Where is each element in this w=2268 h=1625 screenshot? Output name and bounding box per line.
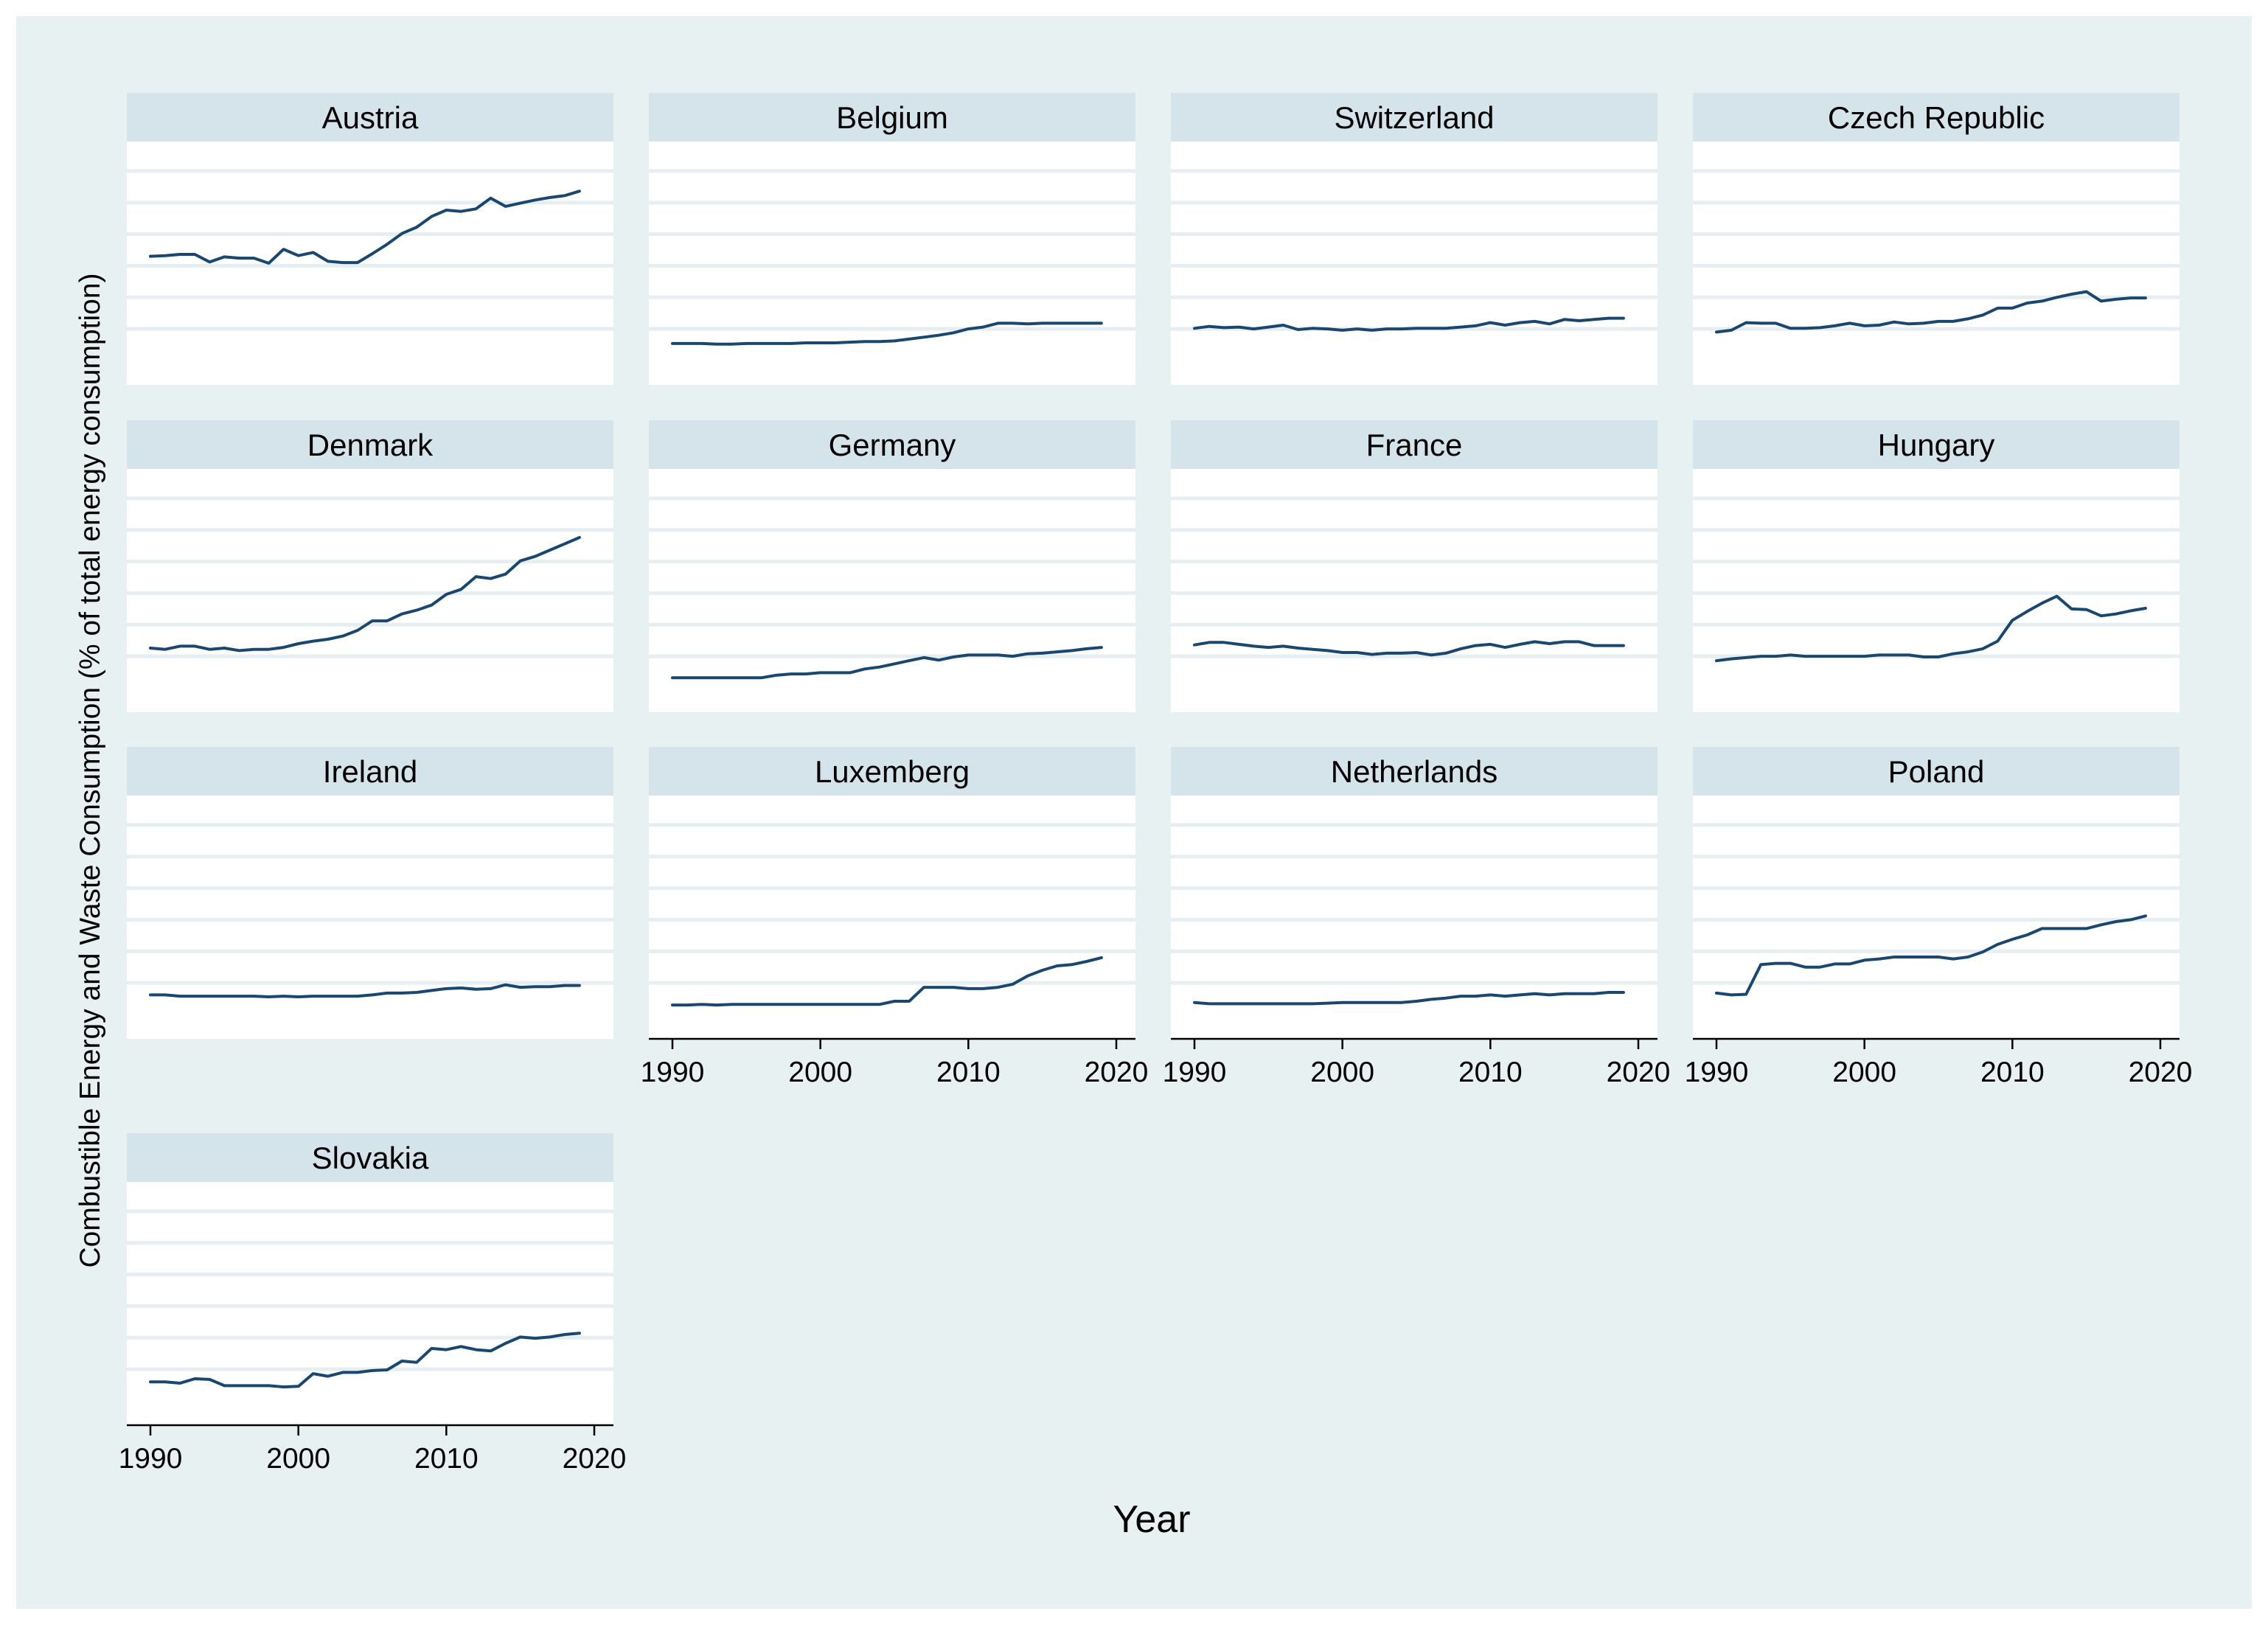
series-line-hungary xyxy=(1715,594,2147,663)
plot-area-poland xyxy=(1693,796,2180,1039)
series-line-slovakia xyxy=(149,1332,581,1389)
plot-area-germany xyxy=(649,469,1135,712)
plot-area-france xyxy=(1171,469,1657,712)
panel-header-belgium xyxy=(649,93,1135,142)
panel-luxemberg: Luxemberg 1990 2000 2010 2020 xyxy=(641,747,1149,1088)
panel-title-luxemberg: Luxemberg xyxy=(815,754,970,789)
panel-belgium: Belgium xyxy=(649,93,1135,385)
x-tick-label-netherlands-2020: 2020 xyxy=(1607,1057,1671,1088)
panel-ireland: Ireland xyxy=(127,747,613,1039)
panel-title-switzerland: Switzerland xyxy=(1334,100,1494,135)
panel-title-germany: Germany xyxy=(829,428,956,462)
y-axis-title: Combustible Energy and Waste Consumption… xyxy=(74,273,106,1267)
panels: Austria Belgium Switzerland Czech Republic D… xyxy=(119,93,2193,1475)
panel-header-netherlands xyxy=(1171,747,1657,796)
panel-title-czech-republic: Czech Republic xyxy=(1828,100,2045,135)
panel-header-hungary xyxy=(1693,420,2180,469)
x-tick-label-netherlands-2010: 2010 xyxy=(1458,1057,1523,1088)
panel-title-denmark: Denmark xyxy=(307,428,434,462)
panel-germany: Germany xyxy=(649,420,1135,712)
x-tick-label-luxemberg-2010: 2010 xyxy=(936,1057,1001,1088)
panel-hungary: Hungary xyxy=(1693,420,2180,712)
panel-header-ireland xyxy=(127,747,613,796)
x-axis-title: Year xyxy=(1113,1498,1190,1541)
plot-area-hungary xyxy=(1693,469,2180,712)
panel-header-switzerland xyxy=(1171,93,1657,142)
series-line-austria xyxy=(149,189,581,265)
panel-slovakia: Slovakia 1990 2000 2010 2020 xyxy=(119,1133,627,1475)
x-tick-label-netherlands-1990: 1990 xyxy=(1163,1057,1227,1088)
x-tick-label-slovakia-1990: 1990 xyxy=(119,1443,183,1475)
panel-header-germany xyxy=(649,420,1135,469)
panel-title-slovakia: Slovakia xyxy=(312,1141,429,1175)
panel-title-hungary: Hungary xyxy=(1878,428,1995,462)
panel-header-czech-republic xyxy=(1693,93,2180,142)
panel-title-belgium: Belgium xyxy=(836,100,948,135)
series-line-switzerland xyxy=(1193,316,1625,332)
x-tick-label-slovakia-2010: 2010 xyxy=(414,1443,479,1475)
plot-area-czech-republic xyxy=(1693,142,2180,385)
panel-austria: Austria xyxy=(127,93,613,385)
x-tick-label-netherlands-2000: 2000 xyxy=(1310,1057,1374,1088)
x-tick-label-slovakia-2000: 2000 xyxy=(266,1443,330,1475)
plot-area-switzerland xyxy=(1171,142,1657,385)
panel-czech-republic: Czech Republic xyxy=(1693,93,2180,385)
plot-area-belgium xyxy=(649,142,1135,385)
panel-title-poland: Poland xyxy=(1888,754,1985,789)
panel-title-ireland: Ireland xyxy=(323,754,417,789)
x-tick-label-slovakia-2020: 2020 xyxy=(563,1443,627,1475)
plot-area-denmark xyxy=(127,469,613,712)
series-line-czech-republic xyxy=(1715,290,2147,334)
panel-title-austria: Austria xyxy=(322,100,419,135)
series-line-poland xyxy=(1715,914,2147,997)
panel-title-netherlands: Netherlands xyxy=(1331,754,1497,789)
panel-netherlands: Netherlands 1990 2000 2010 2020 xyxy=(1163,747,1671,1088)
panel-switzerland: Switzerland xyxy=(1171,93,1657,385)
plot-area-ireland xyxy=(127,796,613,1039)
panel-header-austria xyxy=(127,93,613,142)
x-tick-label-luxemberg-2020: 2020 xyxy=(1085,1057,1149,1088)
x-tick-label-luxemberg-2000: 2000 xyxy=(788,1057,852,1088)
series-line-belgium xyxy=(671,321,1103,346)
plot-area-netherlands xyxy=(1171,796,1657,1039)
panel-france: France xyxy=(1171,420,1657,712)
panel-header-denmark xyxy=(127,420,613,469)
x-tick-label-poland-2020: 2020 xyxy=(2129,1057,2193,1088)
x-tick-label-luxemberg-1990: 1990 xyxy=(641,1057,705,1088)
panel-header-slovakia xyxy=(127,1133,613,1182)
panel-header-france xyxy=(1171,420,1657,469)
plot-area-luxemberg xyxy=(649,796,1135,1039)
panel-poland: Poland 1990 2000 2010 2020 xyxy=(1685,747,2193,1088)
series-line-france xyxy=(1193,640,1625,657)
panel-denmark: Denmark xyxy=(127,420,613,712)
x-tick-label-poland-1990: 1990 xyxy=(1685,1057,1749,1088)
plot-area-slovakia xyxy=(127,1182,613,1425)
panel-title-france: France xyxy=(1366,428,1463,462)
panel-header-poland xyxy=(1693,747,2180,796)
plot-area-austria xyxy=(127,142,613,385)
series-line-luxemberg xyxy=(671,956,1103,1007)
x-tick-label-poland-2010: 2010 xyxy=(1980,1057,2045,1088)
series-line-ireland xyxy=(149,983,581,998)
series-line-denmark xyxy=(149,536,581,653)
x-tick-label-poland-2000: 2000 xyxy=(1832,1057,1896,1088)
series-line-netherlands xyxy=(1193,991,1625,1006)
panel-header-luxemberg xyxy=(649,747,1135,796)
series-line-germany xyxy=(671,646,1103,680)
